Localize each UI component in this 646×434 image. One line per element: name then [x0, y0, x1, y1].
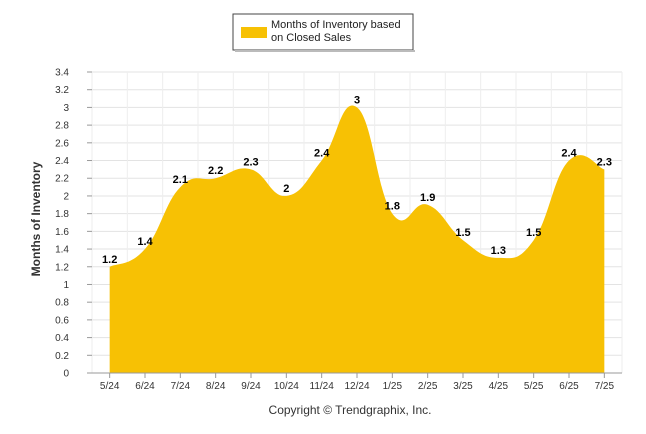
data-label: 2.4 [314, 148, 330, 160]
x-tick-label: 5/24 [100, 381, 120, 392]
x-tick-label: 4/25 [489, 381, 509, 392]
y-tick-label: 3.4 [55, 68, 69, 79]
data-label: 2.4 [561, 148, 577, 160]
y-tick-label: 0 [63, 369, 69, 380]
y-tick-label: 0.2 [55, 351, 69, 362]
x-tick-label: 7/24 [171, 381, 191, 392]
x-tick-label: 6/24 [135, 381, 155, 392]
data-label: 1.5 [526, 227, 541, 239]
data-label: 1.5 [455, 227, 470, 239]
data-label: 2.3 [597, 156, 612, 168]
x-tick-label: 7/25 [595, 381, 615, 392]
y-tick-label: 2 [63, 191, 69, 202]
legend-label-line1: Months of Inventory based [271, 19, 401, 31]
data-label: 2.3 [243, 156, 258, 168]
y-tick-label: 3.2 [55, 85, 69, 96]
legend-label-line2: on Closed Sales [271, 32, 352, 44]
copyright-footer: Copyright © Trendgraphix, Inc. [269, 403, 432, 417]
data-label: 1.3 [491, 245, 506, 257]
y-axis-title: Months of Inventory [29, 161, 43, 276]
data-label: 1.4 [137, 236, 153, 248]
data-label: 1.8 [385, 201, 400, 213]
y-tick-label: 2.2 [55, 174, 69, 185]
y-tick-label: 2.4 [55, 156, 69, 167]
x-tick-label: 8/24 [206, 381, 226, 392]
data-label: 2.1 [173, 174, 188, 186]
data-label: 1.2 [102, 254, 117, 266]
y-tick-label: 1.8 [55, 209, 69, 220]
data-label: 1.9 [420, 192, 435, 204]
x-tick-label: 1/25 [383, 381, 403, 392]
x-tick-label: 11/24 [310, 381, 335, 392]
data-label: 2.2 [208, 165, 223, 177]
data-label: 3 [354, 94, 360, 106]
series-area [109, 105, 605, 373]
x-tick-label: 2/25 [418, 381, 438, 392]
legend[interactable]: Months of Inventory based on Closed Sale… [232, 13, 415, 52]
y-tick-label: 2.6 [55, 138, 69, 149]
legend-swatch [241, 27, 267, 38]
series-area-fill [109, 105, 605, 373]
x-tick-label: 6/25 [559, 381, 579, 392]
y-tick-label: 0.6 [55, 315, 69, 326]
y-tick-label: 0.8 [55, 298, 69, 309]
y-tick-label: 1.6 [55, 227, 69, 238]
x-tick-label: 3/25 [453, 381, 473, 392]
data-label: 2 [283, 183, 289, 195]
x-tick-label: 10/24 [274, 381, 299, 392]
x-tick-label: 12/24 [344, 381, 369, 392]
x-tick-label: 9/24 [241, 381, 261, 392]
y-tick-label: 1.4 [55, 245, 69, 256]
y-tick-label: 1.2 [55, 262, 69, 273]
x-tick-label: 5/25 [524, 381, 544, 392]
y-tick-label: 1 [63, 280, 69, 291]
y-tick-label: 2.8 [55, 121, 69, 132]
axes: 0 0.2 0.4 0.6 0.8 1 1.2 1.4 1.6 1.8 2 2.2 2.4 2.6 2.8 3… [55, 68, 622, 392]
data-labels: 1.2 1.4 2.1 2.2 2.3 2 2.4 3 1.8 1.9 1.5 1.3 1.5 2.4 2.… [102, 94, 612, 265]
y-tick-label: 0.4 [55, 333, 69, 344]
legend-shadow [235, 50, 415, 52]
y-tick-label: 3 [63, 103, 69, 114]
